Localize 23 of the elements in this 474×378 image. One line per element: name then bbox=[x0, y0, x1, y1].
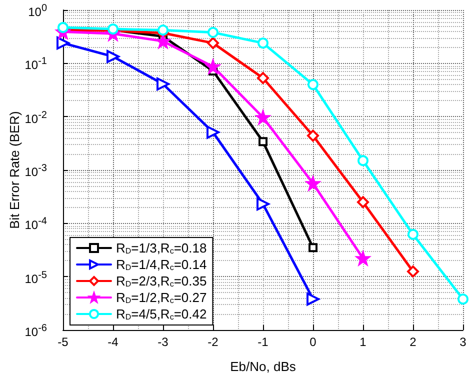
y-tick-label: 10$^{-6}$ bbox=[24, 322, 47, 339]
y-tick-label: 10$^{0}$ bbox=[28, 2, 47, 19]
y-tick-label: 10$^{-4}$ bbox=[24, 215, 47, 232]
x-tick-label: 3 bbox=[460, 335, 467, 349]
y-tick-label: 10$^{-2}$ bbox=[24, 108, 47, 126]
y-tick-label: 10$^{-5}$ bbox=[24, 268, 47, 286]
x-tick-label: -5 bbox=[58, 335, 69, 349]
x-tick-label: -3 bbox=[158, 335, 169, 349]
x-tick-label: -4 bbox=[108, 335, 119, 349]
legend-label: RD=2/3,Rc=0.35 bbox=[116, 274, 207, 288]
legend-label: RD=1/4,Rc=0.14 bbox=[116, 257, 207, 272]
legend-label: RD=4/5,Rc=0.42 bbox=[116, 306, 207, 322]
x-tick-label: 1 bbox=[360, 335, 367, 349]
y-tick-label: 10$^{-3}$ bbox=[24, 162, 47, 179]
x-tick-label: 2 bbox=[410, 335, 417, 349]
legend-label: RD=1/2,Rc=0.27 bbox=[116, 290, 207, 305]
y-tick-label: 10$^{-1}$ bbox=[24, 55, 47, 72]
x-tick-label: -2 bbox=[208, 335, 219, 349]
legend-label: RD=1/3,Rc=0.18 bbox=[116, 240, 207, 256]
y-axis-title: Bit Error Rate (BER) bbox=[7, 111, 22, 229]
x-axis-title: Eb/No, dBs bbox=[230, 359, 296, 374]
x-tick-label: -1 bbox=[258, 335, 269, 349]
x-tick-label: 0 bbox=[310, 335, 317, 349]
